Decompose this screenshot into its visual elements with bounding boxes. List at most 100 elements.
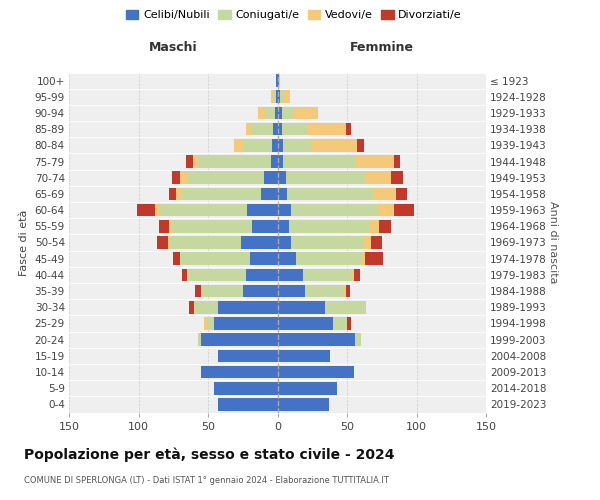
Bar: [245, 268, 277, 281]
Bar: [155, 204, 160, 216]
Bar: [394, 204, 414, 216]
Bar: [235, 139, 244, 151]
Bar: [263, 172, 277, 184]
Bar: [277, 90, 280, 103]
Bar: [283, 155, 355, 168]
Bar: [394, 155, 400, 168]
Bar: [333, 317, 347, 330]
Bar: [355, 155, 394, 168]
Bar: [218, 350, 277, 362]
Bar: [346, 123, 351, 136]
Bar: [325, 301, 367, 314]
Bar: [277, 334, 355, 346]
Y-axis label: Fasce di età: Fasce di età: [19, 210, 29, 276]
Bar: [167, 236, 169, 249]
Bar: [289, 220, 369, 232]
Bar: [201, 334, 277, 346]
Bar: [395, 188, 407, 200]
Bar: [271, 155, 277, 168]
Bar: [277, 106, 281, 120]
Bar: [169, 188, 176, 200]
Bar: [277, 236, 292, 249]
Bar: [373, 188, 395, 200]
Text: COMUNE DI SPERLONGA (LT) - Dati ISTAT 1° gennaio 2024 - Elaborazione TUTTITALIA.: COMUNE DI SPERLONGA (LT) - Dati ISTAT 1°…: [24, 476, 389, 485]
Bar: [305, 285, 344, 298]
Bar: [271, 90, 274, 103]
Bar: [253, 220, 277, 232]
Bar: [198, 155, 271, 168]
Bar: [172, 220, 253, 232]
Bar: [280, 90, 283, 103]
Bar: [247, 204, 277, 216]
Bar: [311, 139, 357, 151]
Bar: [293, 106, 318, 120]
Bar: [391, 172, 403, 184]
Bar: [201, 285, 243, 298]
Bar: [272, 139, 277, 151]
Bar: [182, 268, 187, 281]
Bar: [279, 74, 280, 87]
Bar: [243, 285, 277, 298]
Bar: [283, 90, 290, 103]
Bar: [245, 123, 253, 136]
Bar: [277, 285, 305, 298]
Bar: [347, 317, 351, 330]
Bar: [344, 285, 346, 298]
Bar: [198, 334, 201, 346]
Bar: [194, 301, 218, 314]
Bar: [277, 268, 302, 281]
Bar: [276, 74, 277, 87]
Bar: [188, 301, 194, 314]
Bar: [137, 204, 155, 216]
Text: Femmine: Femmine: [350, 41, 414, 54]
Bar: [160, 220, 169, 232]
Bar: [218, 301, 277, 314]
Bar: [196, 285, 201, 298]
Bar: [364, 236, 371, 249]
Bar: [277, 317, 333, 330]
Bar: [218, 398, 277, 410]
Bar: [253, 123, 274, 136]
Bar: [277, 188, 287, 200]
Bar: [180, 172, 187, 184]
Bar: [172, 172, 180, 184]
Bar: [354, 268, 359, 281]
Bar: [277, 204, 292, 216]
Bar: [355, 334, 361, 346]
Y-axis label: Anni di nascita: Anni di nascita: [548, 201, 558, 283]
Bar: [204, 317, 206, 330]
Bar: [286, 172, 367, 184]
Bar: [362, 252, 365, 265]
Bar: [160, 204, 247, 216]
Bar: [265, 106, 275, 120]
Bar: [277, 155, 283, 168]
Bar: [277, 220, 289, 232]
Bar: [187, 268, 245, 281]
Bar: [274, 90, 276, 103]
Text: Maschi: Maschi: [149, 41, 197, 54]
Bar: [180, 252, 250, 265]
Bar: [369, 220, 379, 232]
Bar: [157, 236, 167, 249]
Bar: [277, 398, 329, 410]
Bar: [357, 139, 364, 151]
Bar: [292, 204, 377, 216]
Bar: [176, 188, 182, 200]
Bar: [292, 236, 364, 249]
Bar: [258, 106, 265, 120]
Bar: [377, 204, 394, 216]
Bar: [367, 172, 391, 184]
Bar: [296, 252, 362, 265]
Bar: [277, 366, 354, 378]
Bar: [283, 139, 311, 151]
Bar: [371, 236, 382, 249]
Bar: [277, 139, 283, 151]
Bar: [302, 268, 351, 281]
Bar: [275, 106, 277, 120]
Bar: [214, 317, 277, 330]
Bar: [346, 285, 350, 298]
Legend: Celibi/Nubili, Coniugati/e, Vedovi/e, Divorziati/e: Celibi/Nubili, Coniugati/e, Vedovi/e, Di…: [122, 6, 466, 25]
Bar: [206, 317, 214, 330]
Bar: [277, 172, 286, 184]
Bar: [169, 220, 172, 232]
